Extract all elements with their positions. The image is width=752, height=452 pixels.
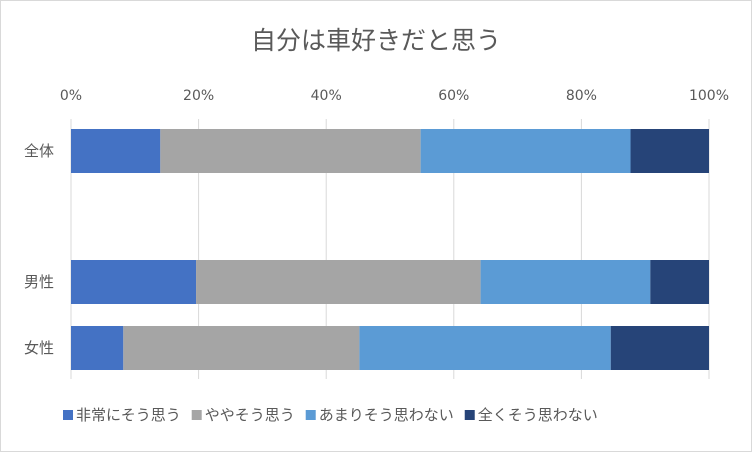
bar-segment [71,326,124,370]
category-label: 男性 [24,273,54,291]
legend-swatch [191,410,202,420]
category-label: 全体 [24,142,54,160]
bar-segment [71,129,161,173]
x-tick-label: 80% [566,88,597,104]
x-tick-label: 40% [311,88,342,104]
x-tick-label: 20% [183,88,214,104]
bar-segment [71,260,197,304]
x-tick-label: 100% [689,88,729,104]
legend-label: あまりそう思わない [319,406,454,424]
legend-swatch [63,410,73,420]
bar-segment [650,260,709,304]
x-tick-label: 60% [438,88,469,104]
legend-label: 全くそう思わない [478,406,598,424]
legend-label: 非常にそう思う [76,406,181,424]
bar-segment [420,129,631,173]
bar-segment [123,326,360,370]
legend-swatch [305,410,316,420]
x-tick-label: 0% [60,88,82,104]
bar-segment [610,326,709,370]
legend-label: ややそう思う [205,406,295,424]
legend-swatch [464,410,475,420]
bar-segment [480,260,651,304]
bar-segment [196,260,481,304]
bar-segment [630,129,709,173]
bar-segment [359,326,611,370]
chart-title: 自分は車好きだと思う [251,26,501,55]
bar-segment [160,129,421,173]
category-label: 女性 [24,339,54,357]
